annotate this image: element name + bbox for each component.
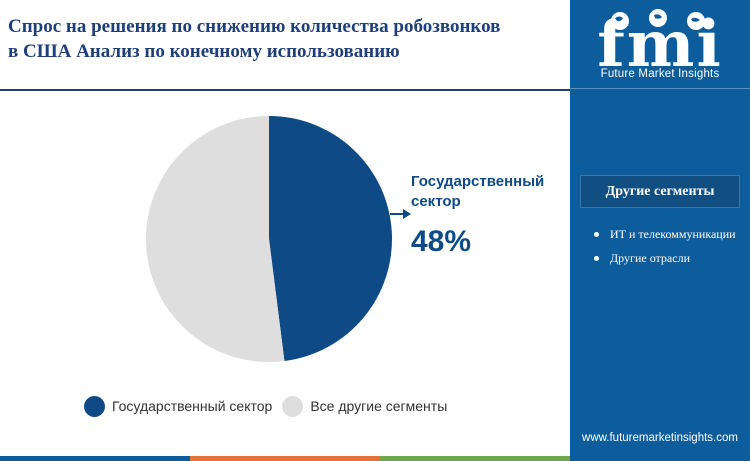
callout-arrow-icon — [390, 209, 411, 219]
footer-bar-green — [380, 456, 570, 461]
segment-item: ИТ и телекоммуникации — [592, 226, 742, 243]
segment-label: Другие отрасли — [610, 251, 690, 265]
footer-bar-orange — [190, 456, 380, 461]
pie-slices — [146, 115, 393, 362]
legend-label-government: Государственный сектор — [112, 398, 273, 414]
sidebar-divider — [570, 88, 750, 89]
segment-item: Другие отрасли — [592, 250, 742, 267]
title-divider — [0, 89, 570, 91]
bullet-icon — [594, 256, 599, 261]
bullet-icon — [594, 232, 599, 237]
legend-item-government: Государственный сектор — [84, 395, 273, 417]
title-line-1: Спрос на решения по снижению количества … — [8, 16, 501, 37]
website-link[interactable]: www.futuremarketinsights.com — [582, 432, 738, 444]
segments-title: Другие сегменты — [580, 175, 740, 208]
sidebar: fmi Future Market Insights Другие сегмен… — [570, 0, 750, 461]
segment-label: ИТ и телекоммуникации — [610, 227, 736, 241]
legend-item-other: Все другие сегменты — [282, 395, 448, 417]
pie-chart — [146, 115, 411, 362]
title-line-2: в США Анализ по конечному использованию — [8, 41, 400, 62]
logo-text: Future Market Insights — [600, 68, 720, 80]
pie-slice-government — [269, 116, 393, 362]
page-title: Спрос на решения по снижению количества … — [8, 14, 563, 64]
legend-label-other: Все другие сегменты — [310, 398, 448, 414]
callout-label: Государственный сектор — [411, 173, 545, 210]
legend-swatch-other — [282, 395, 304, 417]
legend-swatch-government — [84, 395, 105, 417]
footer-bar-blue — [0, 456, 190, 461]
pie-slice-other — [146, 115, 285, 362]
segments-list: ИТ и телекоммуникации Другие отрасли — [592, 226, 742, 274]
fmi-logo: fmi — [597, 8, 721, 82]
callout-value: 48% — [411, 225, 472, 258]
chart-legend: Государственный сектор Все другие сегмен… — [84, 395, 457, 417]
